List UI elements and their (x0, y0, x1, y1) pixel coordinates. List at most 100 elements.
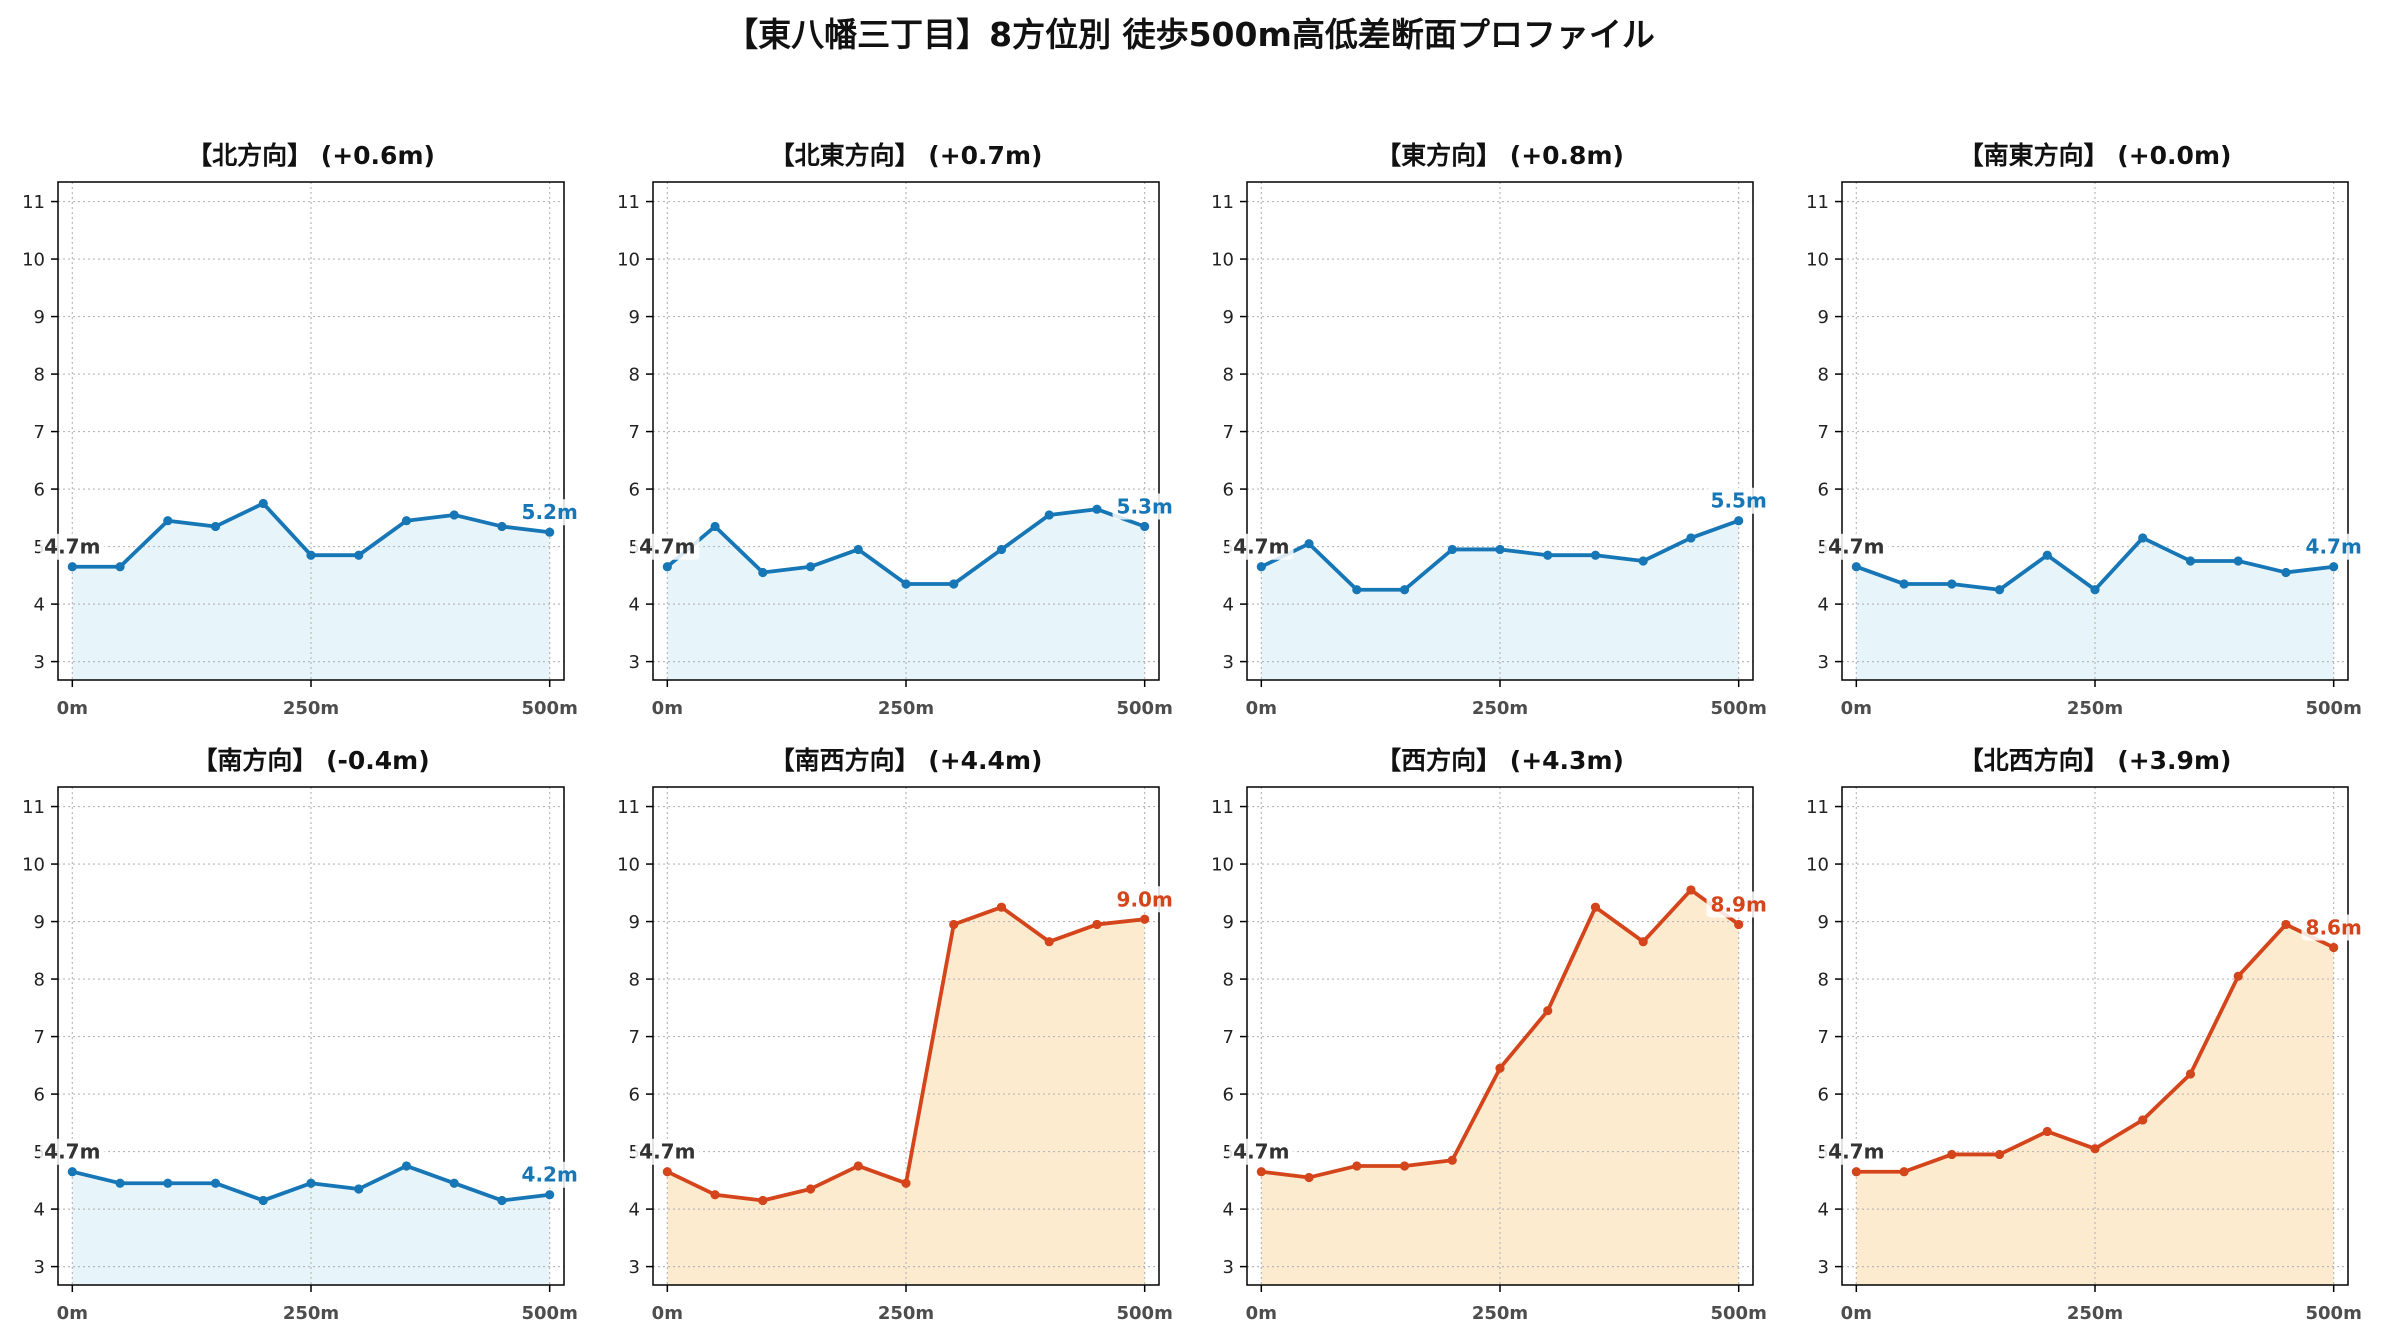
y-tick-label: 7 (1223, 1027, 1234, 1048)
area-fill (667, 907, 1145, 1285)
y-tick-label: 3 (1223, 652, 1234, 673)
end-value-label-group: 5.2m (517, 499, 582, 526)
y-tick-label: 6 (629, 1085, 640, 1106)
subplot-3: 3 4 5 6 7 8 9 10 11 0m 250m 500m 【東方向】 (+0.8m) 4.7m 5.… (1211, 141, 1771, 719)
x-tick-label: 250m (878, 1303, 934, 1324)
data-point (758, 1195, 768, 1206)
y-tick-label: 7 (1223, 422, 1234, 443)
y-tick-label: 8 (1223, 365, 1234, 386)
start-value-label: 4.7m (639, 535, 695, 559)
start-value-label: 4.7m (1233, 535, 1289, 559)
y-tick-label: 8 (1818, 365, 1829, 386)
y-tick-label: 8 (1818, 970, 1829, 991)
data-point (2138, 533, 2148, 543)
start-value-label-bg (40, 1138, 105, 1165)
start-value-label-group: 4.7m (1229, 1138, 1294, 1165)
data-point (2042, 550, 2052, 560)
data-point (2090, 1144, 2100, 1154)
y-tick-label: 5 (1818, 1142, 1829, 1163)
y-tick-label: 6 (1223, 1085, 1234, 1106)
y-tick-label: 7 (1818, 1027, 1829, 1048)
data-point (115, 562, 125, 572)
data-point (901, 579, 911, 589)
y-tick-label: 11 (617, 192, 640, 213)
x-tick-label: 500m (522, 1303, 578, 1324)
data-point (949, 579, 959, 589)
x-tick-label: 0m (1246, 698, 1277, 719)
end-value-label-bg (1112, 886, 1177, 913)
start-value-label: 4.7m (44, 535, 100, 559)
x-tick-label: 0m (652, 698, 683, 719)
data-point (805, 562, 816, 572)
y-tick-label: 3 (629, 652, 640, 673)
data-point (2281, 919, 2291, 930)
area-fill (1856, 924, 2334, 1285)
y-tick-label: 11 (617, 797, 640, 818)
x-tick-label: 250m (283, 1303, 339, 1324)
data-point (1399, 585, 1410, 595)
y-tick-label: 4 (34, 1200, 45, 1221)
y-tick-label: 4 (629, 1200, 640, 1221)
data-point (1638, 937, 1648, 947)
start-value-label: 4.7m (1233, 1140, 1289, 1164)
start-value-label-bg (40, 533, 105, 560)
start-value-label-bg (1824, 1138, 1889, 1165)
data-point (1352, 1161, 1362, 1171)
data-point (1899, 579, 1909, 589)
data-point (1899, 1167, 1909, 1177)
y-tick-label: 10 (1806, 250, 1829, 271)
data-point (1947, 1149, 1957, 1160)
end-value-label: 4.7m (2306, 535, 2362, 559)
start-value-label-group: 4.7m (635, 533, 700, 560)
data-point (163, 516, 173, 526)
y-tick-label: 4 (629, 595, 640, 616)
data-point (1734, 919, 1744, 930)
x-tick-label: 0m (1841, 698, 1872, 719)
y-tick-label: 7 (1818, 422, 1829, 443)
y-tick-label: 8 (34, 365, 45, 386)
start-value-label-group: 4.7m (635, 1138, 700, 1165)
y-tick-label: 5 (1818, 537, 1829, 558)
y-tick-label: 8 (629, 365, 640, 386)
data-point (210, 521, 221, 532)
y-tick-label: 9 (1818, 307, 1829, 328)
start-value-label-bg (1229, 533, 1294, 560)
start-value-label-group: 4.7m (1824, 1138, 1889, 1165)
y-tick-label: 3 (34, 652, 45, 673)
data-point (67, 562, 77, 572)
subplot-5: 3 4 5 6 7 8 9 10 11 0m 250m 500m 【南方向】 (-0.4m) 4.7m 4.… (22, 746, 582, 1324)
y-tick-label: 9 (1223, 307, 1234, 328)
data-point (401, 1161, 412, 1171)
data-point (497, 521, 507, 532)
end-value-label-bg (517, 1161, 582, 1188)
end-value-label-group: 5.5m (1706, 487, 1771, 514)
subplot-7: 3 4 5 6 7 8 9 10 11 0m 250m 500m 【西方向】 (+4.3m) 4.7m 8.… (1211, 746, 1771, 1324)
end-value-label: 5.3m (1117, 494, 1173, 518)
y-tick-label: 10 (617, 250, 640, 271)
end-value-label-bg (1706, 487, 1771, 514)
end-value-label-bg (1112, 493, 1177, 520)
x-tick-label: 250m (2067, 1303, 2123, 1324)
y-tick-label: 3 (629, 1257, 640, 1278)
y-tick-label: 9 (34, 307, 45, 328)
y-tick-label: 7 (629, 1027, 640, 1048)
x-tick-label: 500m (1117, 1303, 1173, 1324)
end-value-label-group: 4.2m (517, 1161, 582, 1188)
x-tick-label: 0m (1841, 1303, 1872, 1324)
x-tick-label: 250m (1472, 698, 1528, 719)
y-tick-label: 4 (1223, 595, 1234, 616)
y-tick-label: 10 (1806, 855, 1829, 876)
area-fill (72, 1165, 550, 1285)
subplot-grid: 3 4 5 6 7 8 9 10 11 0m 250m 500m 【北方向】 (+0.6m) 4.7m 5.… (22, 141, 2366, 1324)
x-tick-label: 500m (1117, 698, 1173, 719)
data-point (2042, 1126, 2052, 1137)
end-value-label: 5.5m (1711, 489, 1767, 513)
area-fill (72, 503, 550, 680)
end-value-label-group: 4.7m (2301, 533, 2366, 560)
y-tick-label: 11 (1806, 797, 1829, 818)
start-value-label-bg (635, 1138, 700, 1165)
y-tick-label: 3 (1223, 1257, 1234, 1278)
start-value-label-group: 4.7m (40, 1138, 105, 1165)
y-tick-label: 9 (629, 307, 640, 328)
start-value-label: 4.7m (1828, 535, 1884, 559)
